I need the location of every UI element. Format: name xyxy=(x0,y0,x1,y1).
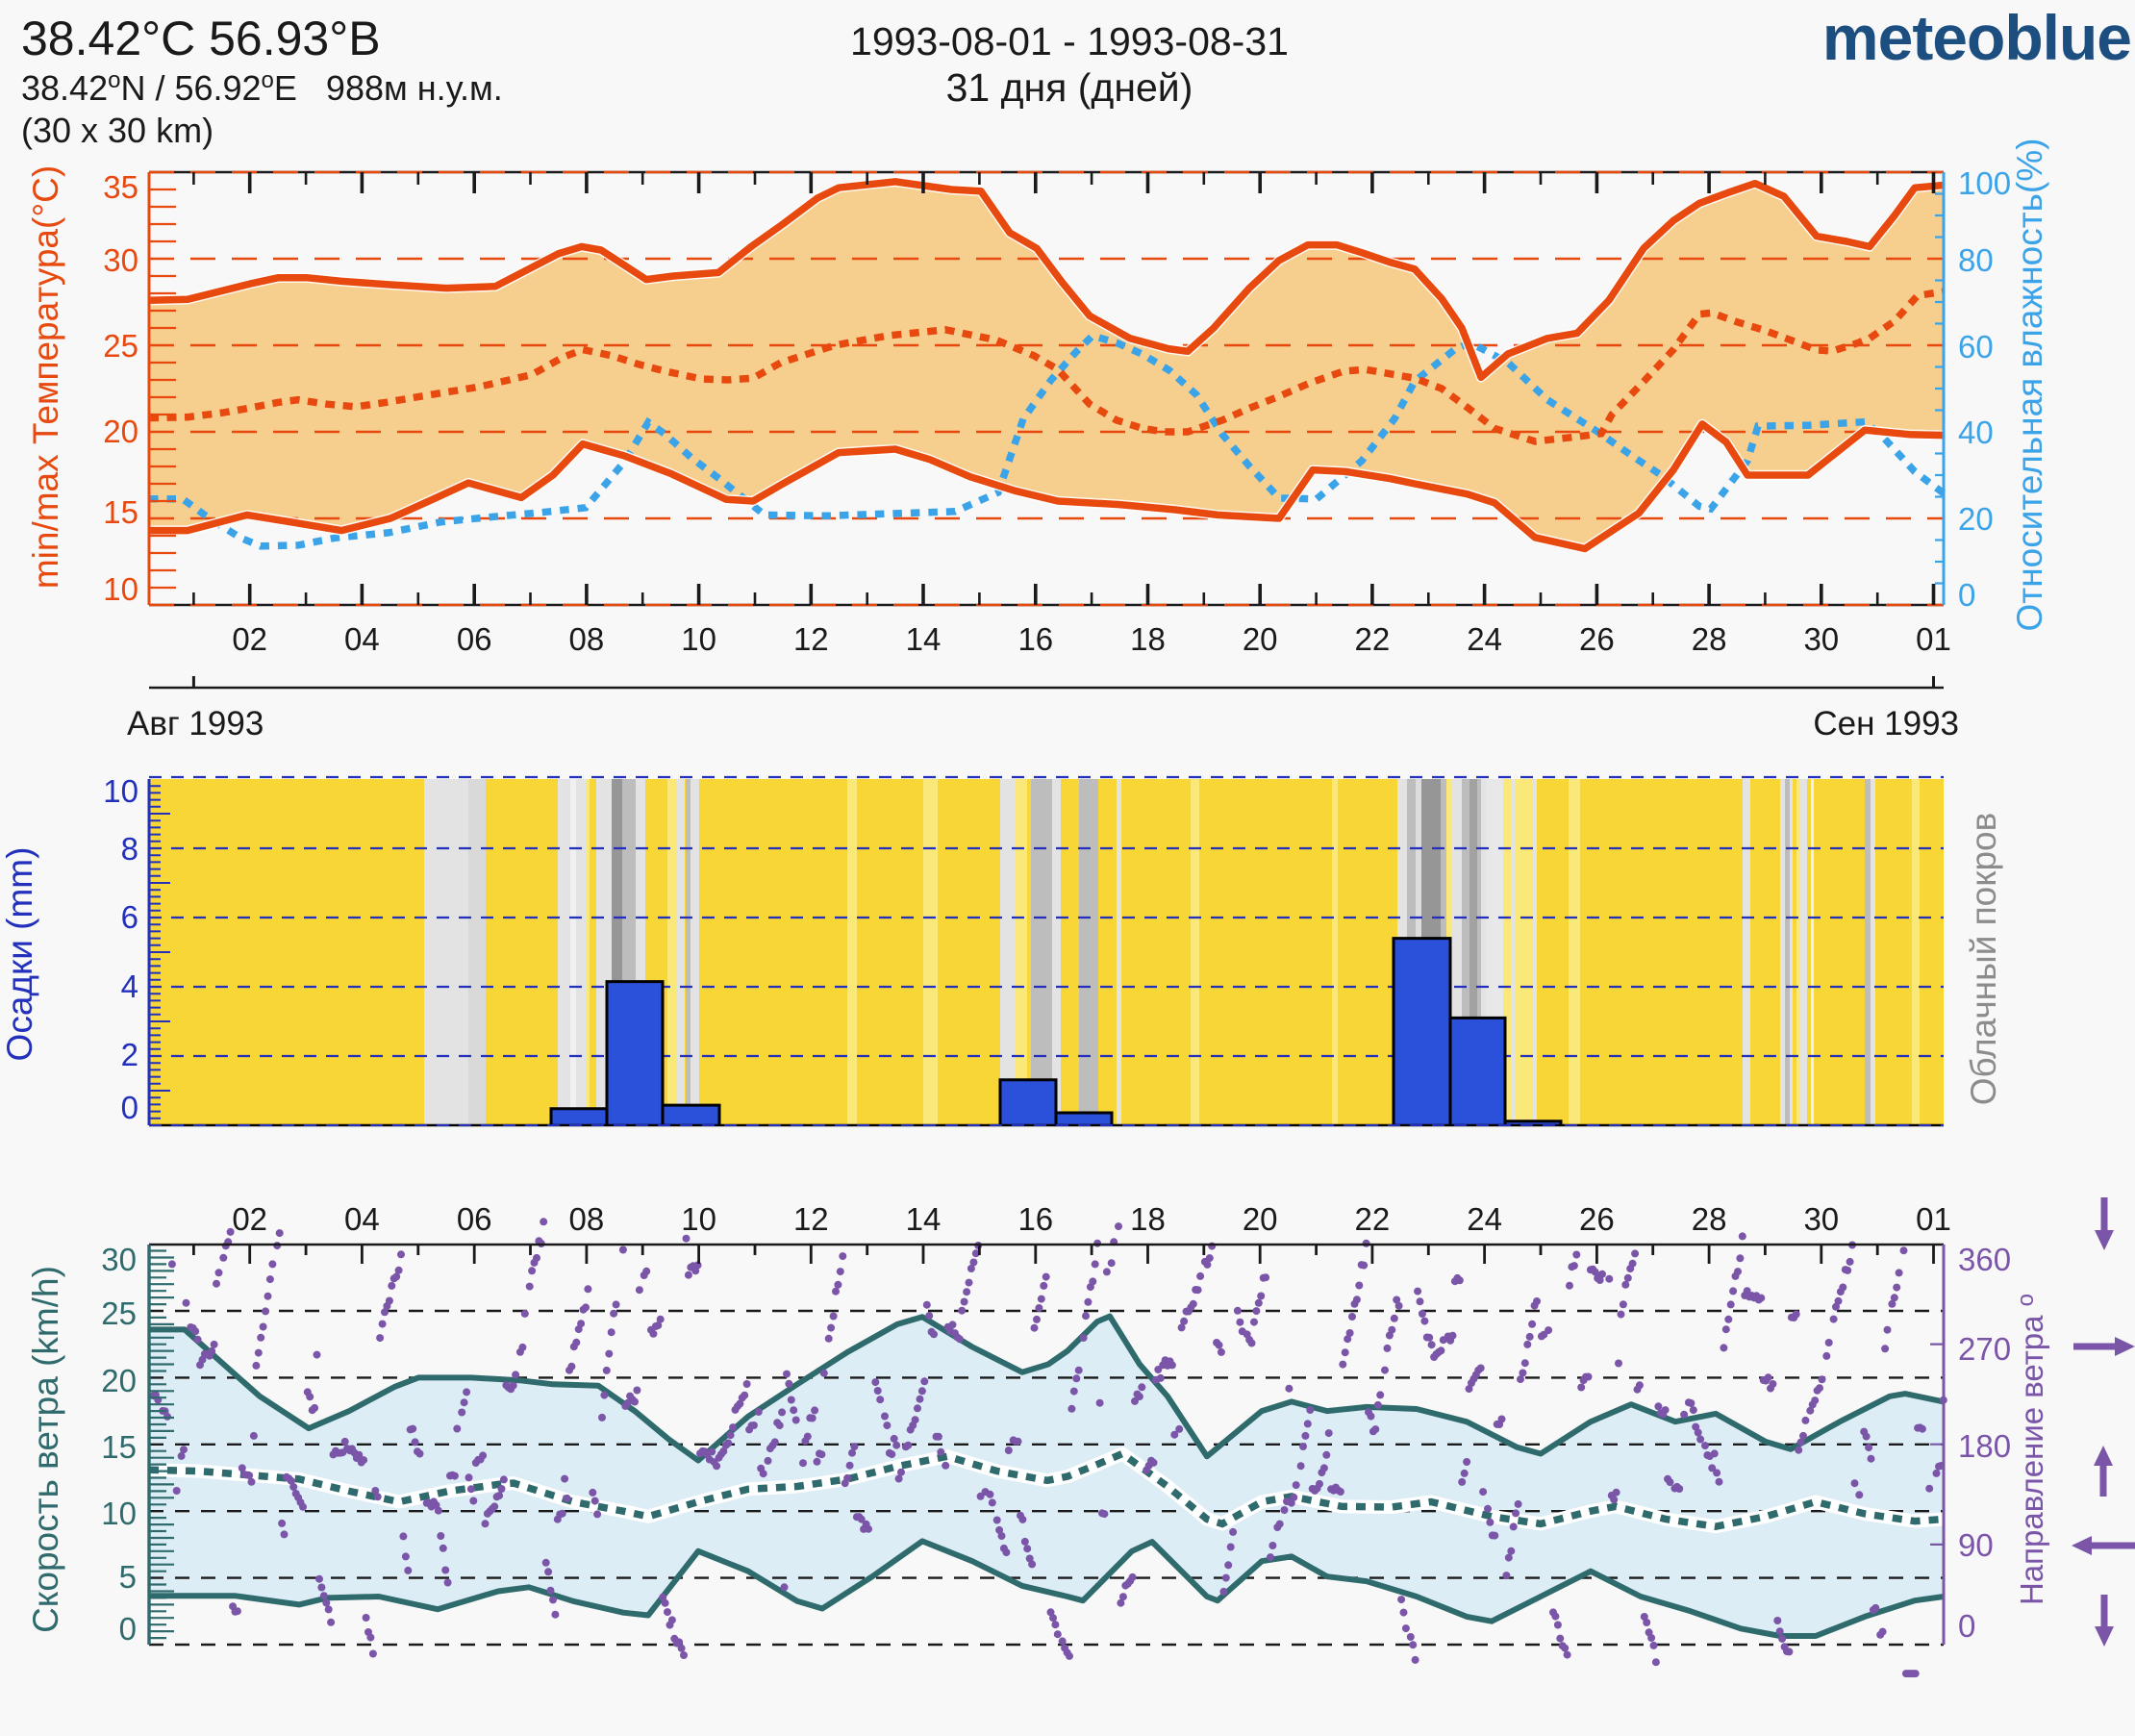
svg-text:180: 180 xyxy=(1958,1428,2011,1464)
svg-text:20: 20 xyxy=(1243,621,1278,657)
svg-text:02: 02 xyxy=(232,621,267,657)
svg-text:360: 360 xyxy=(1958,1242,2011,1277)
svg-text:30: 30 xyxy=(1803,621,1839,657)
svg-text:25: 25 xyxy=(103,328,138,364)
svg-text:60: 60 xyxy=(1958,329,1994,365)
svg-text:Сен 1993: Сен 1993 xyxy=(1813,705,1959,742)
svg-text:100: 100 xyxy=(1958,165,2011,201)
svg-text:26: 26 xyxy=(1579,1201,1615,1237)
svg-text:15: 15 xyxy=(101,1429,137,1465)
svg-text:28: 28 xyxy=(1692,1201,1727,1237)
svg-text:38.42°C 56.93°В: 38.42°C 56.93°В xyxy=(21,12,381,65)
svg-text:12: 12 xyxy=(793,621,829,657)
svg-text:min/max Температура(°C): min/max Температура(°C) xyxy=(26,165,65,589)
svg-text:38.42oN / 56.92oE 988м н.у.м: 38.42oN / 56.92oE 988м н.у.м. xyxy=(21,67,503,108)
svg-text:80: 80 xyxy=(1958,242,1994,278)
svg-text:10: 10 xyxy=(681,621,716,657)
svg-text:35: 35 xyxy=(103,169,138,205)
svg-text:08: 08 xyxy=(569,1201,605,1237)
svg-text:01: 01 xyxy=(1916,621,1951,657)
svg-text:10: 10 xyxy=(103,773,138,809)
svg-text:6: 6 xyxy=(121,899,138,935)
svg-text:Облачный покров: Облачный покров xyxy=(1964,813,2003,1106)
svg-text:10: 10 xyxy=(681,1201,716,1237)
svg-text:20: 20 xyxy=(1958,501,1994,537)
svg-text:30: 30 xyxy=(103,242,138,278)
svg-text:20: 20 xyxy=(1243,1201,1278,1237)
svg-text:Скорость ветра (km/h): Скорость ветра (km/h) xyxy=(26,1266,65,1633)
svg-text:0: 0 xyxy=(1958,577,1975,613)
svg-text:20: 20 xyxy=(101,1363,137,1398)
svg-text:14: 14 xyxy=(906,621,942,657)
svg-text:22: 22 xyxy=(1355,621,1391,657)
svg-text:25: 25 xyxy=(101,1296,137,1331)
svg-text:08: 08 xyxy=(569,621,605,657)
svg-text:04: 04 xyxy=(344,621,380,657)
svg-text:26: 26 xyxy=(1579,621,1615,657)
svg-text:10: 10 xyxy=(101,1496,137,1531)
svg-text:5: 5 xyxy=(119,1559,137,1595)
svg-text:Авг 1993: Авг 1993 xyxy=(127,705,264,742)
svg-text:(30 x 30 km): (30 x 30 km) xyxy=(21,111,214,150)
svg-text:40: 40 xyxy=(1958,415,1994,450)
svg-text:Осадки (mm): Осадки (mm) xyxy=(0,847,39,1062)
svg-text:06: 06 xyxy=(457,621,492,657)
svg-text:02: 02 xyxy=(232,1201,267,1237)
svg-text:28: 28 xyxy=(1692,621,1727,657)
svg-text:20: 20 xyxy=(103,414,138,449)
svg-text:01: 01 xyxy=(1916,1201,1951,1237)
svg-text:31 дня (дней): 31 дня (дней) xyxy=(946,65,1193,110)
svg-text:14: 14 xyxy=(906,1201,942,1237)
svg-text:22: 22 xyxy=(1355,1201,1391,1237)
svg-text:16: 16 xyxy=(1017,621,1053,657)
svg-text:Направление ветра o: Направление ветра o xyxy=(2013,1294,2049,1605)
svg-text:meteoblue: meteoblue xyxy=(1822,2,2131,73)
svg-text:0: 0 xyxy=(121,1090,138,1125)
svg-text:8: 8 xyxy=(121,831,138,867)
svg-text:24: 24 xyxy=(1467,1201,1502,1237)
svg-text:30: 30 xyxy=(1803,1201,1839,1237)
svg-text:30: 30 xyxy=(101,1242,137,1277)
svg-text:0: 0 xyxy=(1958,1608,1975,1644)
svg-text:Относительная влажность(%): Относительная влажность(%) xyxy=(2010,138,2049,632)
svg-text:16: 16 xyxy=(1017,1201,1053,1237)
svg-text:1993-08-01 - 1993-08-31: 1993-08-01 - 1993-08-31 xyxy=(850,19,1289,63)
svg-text:0: 0 xyxy=(119,1611,137,1647)
svg-text:24: 24 xyxy=(1467,621,1502,657)
svg-text:90: 90 xyxy=(1958,1527,1994,1563)
svg-text:15: 15 xyxy=(103,494,138,530)
svg-text:4: 4 xyxy=(121,969,138,1004)
svg-text:2: 2 xyxy=(121,1037,138,1072)
svg-text:12: 12 xyxy=(793,1201,829,1237)
svg-text:06: 06 xyxy=(457,1201,492,1237)
svg-text:18: 18 xyxy=(1130,1201,1166,1237)
svg-text:270: 270 xyxy=(1958,1331,2011,1367)
svg-text:18: 18 xyxy=(1130,621,1166,657)
svg-text:10: 10 xyxy=(103,571,138,607)
svg-text:04: 04 xyxy=(344,1201,380,1237)
